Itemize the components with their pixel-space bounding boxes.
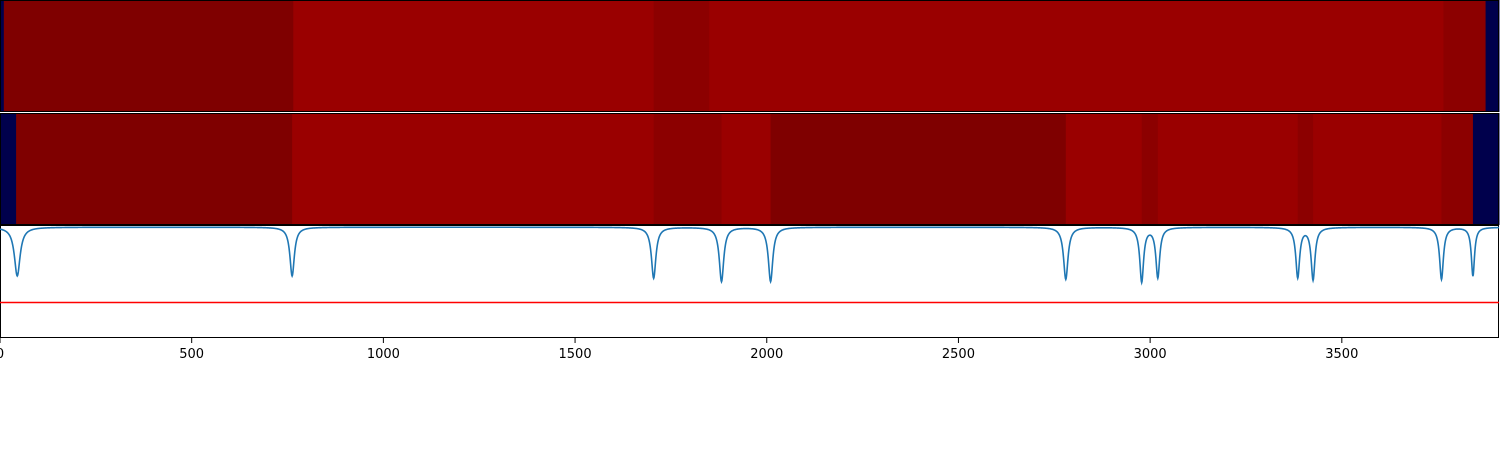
heatmap-segment (1297, 113, 1314, 225)
heatmap-segment (1065, 113, 1143, 225)
x-tick-label: 3500 (1325, 347, 1358, 362)
x-tick-label: 500 (179, 347, 204, 362)
heatmap-segment (1443, 0, 1487, 112)
heatmap-segment (770, 113, 1067, 225)
x-tick-label: 0 (0, 347, 4, 362)
heatmap-segment (1313, 113, 1442, 225)
x-axis: 0 500 1000 1500 2000 2500 3000 3500 (0, 338, 1358, 362)
heatmap-segment (653, 113, 723, 225)
heatmap-segment (1485, 0, 1500, 112)
x-tick-label: 3000 (1134, 347, 1167, 362)
heatmap-segment (1441, 113, 1474, 225)
heatmap-segment (292, 113, 655, 225)
x-tick-label: 2000 (750, 347, 783, 362)
heatmap-bottom-panel (0, 113, 1500, 225)
heatmap-segment (16, 113, 293, 225)
heatmap-segment (721, 113, 772, 225)
x-tick-label: 1500 (559, 347, 592, 362)
heatmap-segment (0, 0, 5, 112)
signal-line (0, 226, 1499, 286)
heatmap-segment (1472, 113, 1500, 225)
heatmap-top-panel (0, 0, 1500, 112)
heatmap-segment (653, 0, 710, 112)
heatmap-segment (709, 0, 1444, 112)
heatmap-segment (1141, 113, 1159, 225)
panel-frame (0, 225, 1499, 338)
line-plot-panel (0, 225, 1499, 338)
heatmap-segment (0, 113, 17, 225)
x-tick-label: 2500 (942, 347, 975, 362)
panel-frame (0, 113, 1499, 225)
heatmap-segment (1157, 113, 1299, 225)
heatmap-segment (3, 0, 294, 112)
heatmap-segment (293, 0, 655, 112)
x-tick-label: 1000 (367, 347, 400, 362)
panel-frame (0, 0, 1499, 112)
